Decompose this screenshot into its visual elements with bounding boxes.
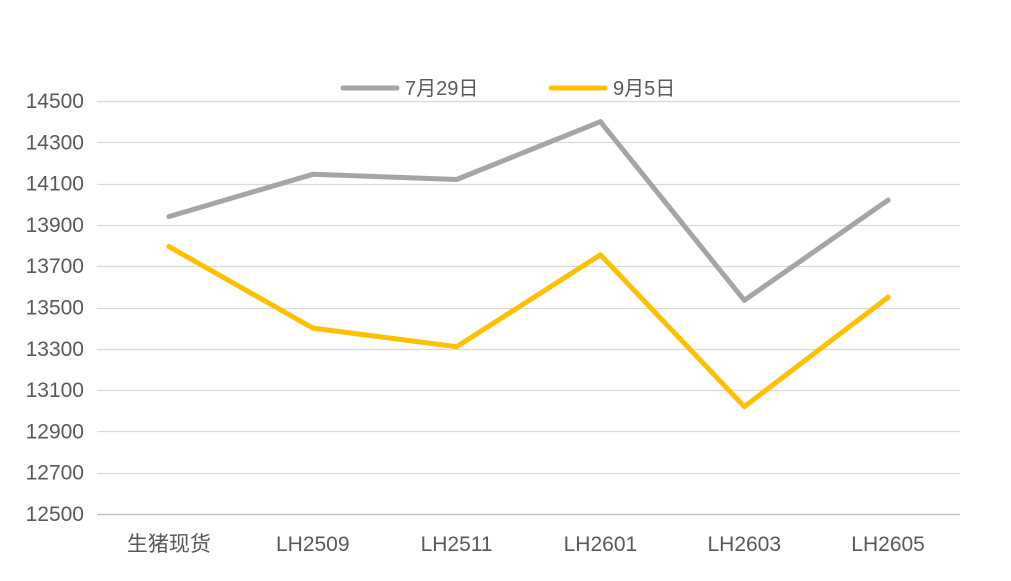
- y-tick-label: 12700: [26, 462, 84, 485]
- series-2-point: [741, 404, 747, 410]
- legend: 7月29日 9月5日: [340, 78, 675, 100]
- series-1-point: [885, 197, 891, 203]
- x-category-label: LH2603: [707, 533, 781, 556]
- y-tick-label: 14500: [26, 90, 84, 113]
- series-2-point: [310, 325, 316, 331]
- x-axis-category-labels: 生猪现货 LH2509 LH2511 LH2601 LH2603 LH2605: [127, 533, 925, 556]
- series-line-1: [166, 119, 891, 303]
- series-1-point: [741, 297, 747, 303]
- x-category-label: 生猪现货: [127, 533, 211, 556]
- y-tick-label: 13900: [26, 214, 84, 237]
- series-line-2: [166, 244, 891, 410]
- y-tick-label: 12500: [26, 503, 84, 526]
- series-2-point: [166, 244, 172, 250]
- series-2-point: [597, 252, 603, 258]
- series-1-point: [310, 171, 316, 177]
- legend-label-1: 7月29日: [405, 78, 478, 100]
- series-2-point: [885, 294, 891, 300]
- y-tick-label: 13500: [26, 297, 84, 320]
- series-1-point: [166, 214, 172, 220]
- x-category-label: LH2509: [276, 533, 350, 556]
- gridlines: [97, 100, 960, 516]
- y-tick-label: 14100: [26, 173, 84, 196]
- series-1-point: [454, 176, 460, 182]
- y-tick-label: 12900: [26, 420, 84, 443]
- x-category-label: LH2511: [421, 533, 493, 556]
- series-lines: [166, 119, 891, 410]
- x-category-label: LH2601: [564, 533, 638, 556]
- series-1-point: [597, 119, 603, 125]
- y-axis-tick-labels: 12500 12700 12900 13100 13300 13500 13700 13900…: [26, 90, 84, 526]
- y-tick-label: 13300: [26, 338, 84, 361]
- series-2-point: [454, 344, 460, 350]
- y-tick-label: 13700: [26, 255, 84, 278]
- y-tick-label: 14300: [26, 131, 84, 154]
- y-tick-label: 13100: [26, 379, 84, 402]
- x-category-label: LH2605: [851, 533, 925, 556]
- legend-label-2: 9月5日: [613, 78, 675, 100]
